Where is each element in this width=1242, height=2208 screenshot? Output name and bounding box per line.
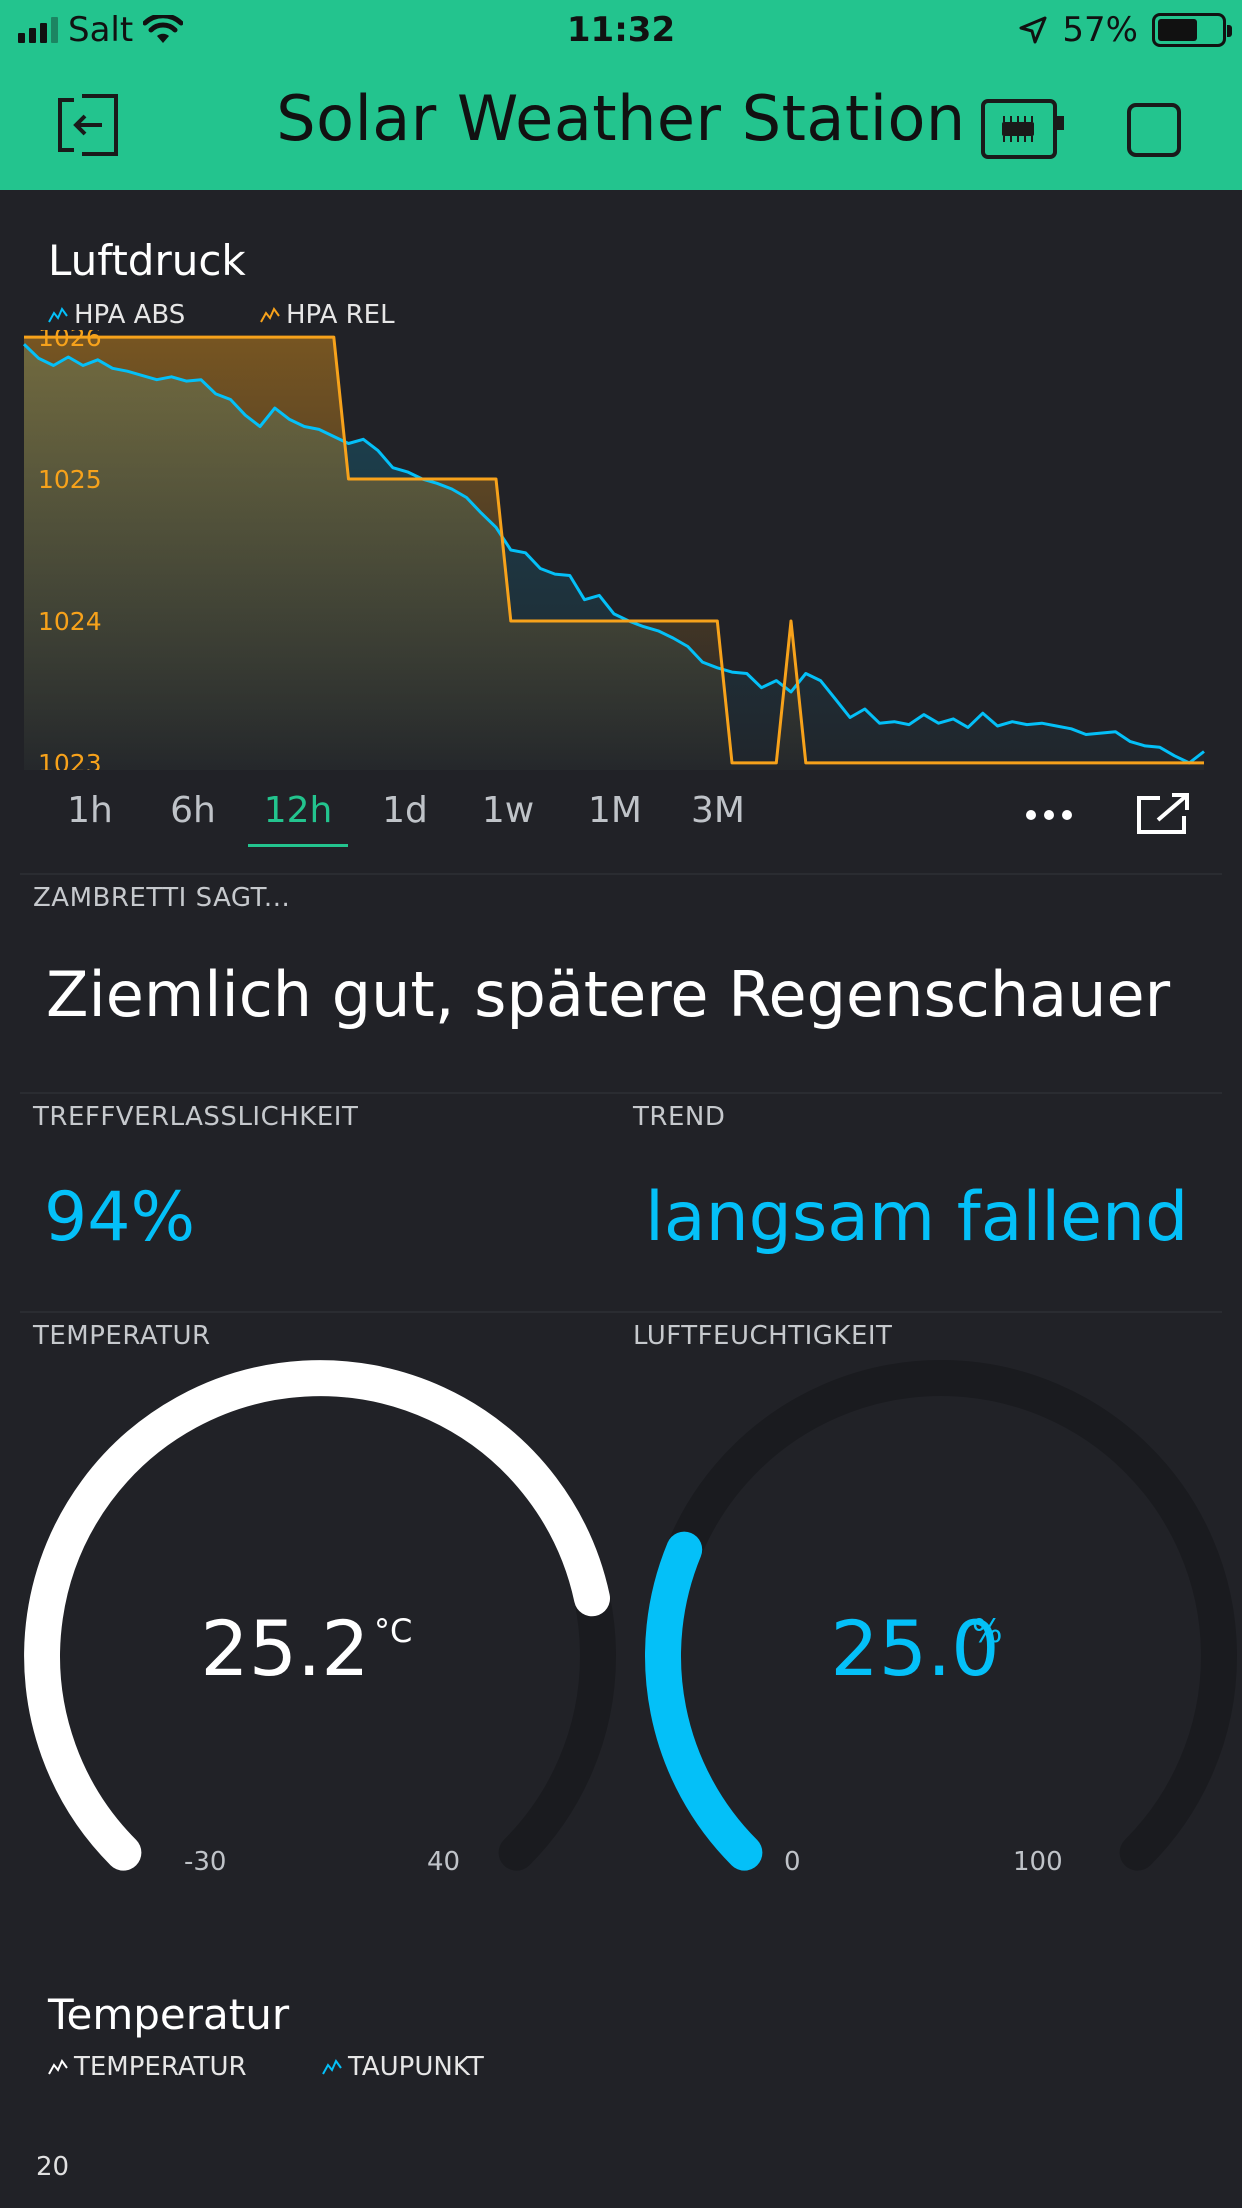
app-header: Salt 11:32 57% Solar Weather Station: [0, 0, 1242, 190]
pressure-chart[interactable]: 1026 1025 1024 1023: [0, 330, 1242, 770]
location-arrow-icon: [1018, 15, 1048, 45]
active-tab-indicator: [248, 844, 348, 847]
series-line-icon: [48, 2058, 68, 2076]
tab-6h[interactable]: 6h: [143, 790, 243, 831]
chart-title: Luftdruck: [48, 236, 246, 285]
reliability-label: TREFFVERLASSLICHKEIT: [33, 1102, 358, 1132]
legend-item-taupunkt[interactable]: TAUPUNKT: [322, 2052, 484, 2082]
export-icon[interactable]: [1136, 792, 1190, 836]
divider: [20, 1092, 1222, 1094]
temperature-max: 40: [427, 1847, 460, 1877]
period-tabs: 1h 6h 12h 1d 1w 1M 3M: [0, 790, 1242, 850]
battery-percent: 57%: [1062, 10, 1138, 50]
trend-value: langsam fallend: [645, 1178, 1188, 1257]
reliability-value: 94%: [44, 1178, 195, 1257]
y-tick-label: 1026: [38, 330, 102, 352]
legend-label: HPA REL: [286, 300, 395, 330]
tab-1d[interactable]: 1d: [355, 790, 455, 831]
legend-item-hpa-abs[interactable]: HPA ABS: [48, 300, 185, 330]
tab-1m[interactable]: 1M: [565, 790, 665, 831]
zambretti-forecast: Ziemlich gut, spätere Regenschauer: [46, 958, 1170, 1031]
series-line-icon: [322, 2058, 342, 2076]
y-tick-label: 1024: [38, 607, 102, 636]
tab-3m[interactable]: 3M: [668, 790, 768, 831]
zambretti-label: ZAMBRETTI SAGT...: [33, 883, 290, 913]
device-icon[interactable]: [980, 98, 1066, 160]
temperature-unit: °C: [374, 1612, 412, 1650]
humidity-max: 100: [1013, 1847, 1063, 1877]
y-tick-label: 1023: [38, 749, 102, 770]
y-tick-label: 20: [36, 2152, 69, 2182]
legend-label: TAUPUNKT: [348, 2052, 484, 2082]
legend-label: HPA ABS: [74, 300, 185, 330]
temperature-value: 25.2: [200, 1604, 370, 1693]
series-line-icon: [260, 306, 280, 324]
series-line-icon: [48, 306, 68, 324]
battery-icon: [1152, 13, 1226, 47]
temperature-chart-title: Temperatur: [48, 1990, 289, 2039]
y-tick-label: 1025: [38, 465, 102, 494]
humidity-unit: %: [972, 1612, 1002, 1650]
humidity-min: 0: [784, 1847, 801, 1877]
legend-item-temperatur[interactable]: TEMPERATUR: [48, 2052, 247, 2082]
tab-1h[interactable]: 1h: [40, 790, 140, 831]
humidity-label: LUFTFEUCHTIGKEIT: [633, 1321, 892, 1351]
legend-item-hpa-rel[interactable]: HPA REL: [260, 300, 395, 330]
divider: [20, 1311, 1222, 1313]
gauge-fill: [663, 1550, 744, 1853]
tab-1w[interactable]: 1w: [458, 790, 558, 831]
temperature-label: TEMPERATUR: [33, 1321, 211, 1351]
status-bar: Salt 11:32 57%: [0, 0, 1242, 60]
temperature-min: -30: [184, 1847, 226, 1877]
series-area-hpa-rel: [24, 337, 1204, 770]
square-icon[interactable]: [1126, 102, 1182, 158]
more-icon[interactable]: [1024, 808, 1074, 822]
divider: [20, 873, 1222, 875]
trend-label: TREND: [633, 1102, 725, 1132]
tab-12h[interactable]: 12h: [248, 790, 348, 831]
legend-label: TEMPERATUR: [74, 2052, 247, 2082]
